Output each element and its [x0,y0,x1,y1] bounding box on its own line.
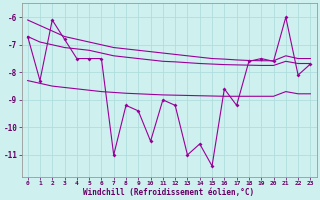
X-axis label: Windchill (Refroidissement éolien,°C): Windchill (Refroidissement éolien,°C) [84,188,255,197]
